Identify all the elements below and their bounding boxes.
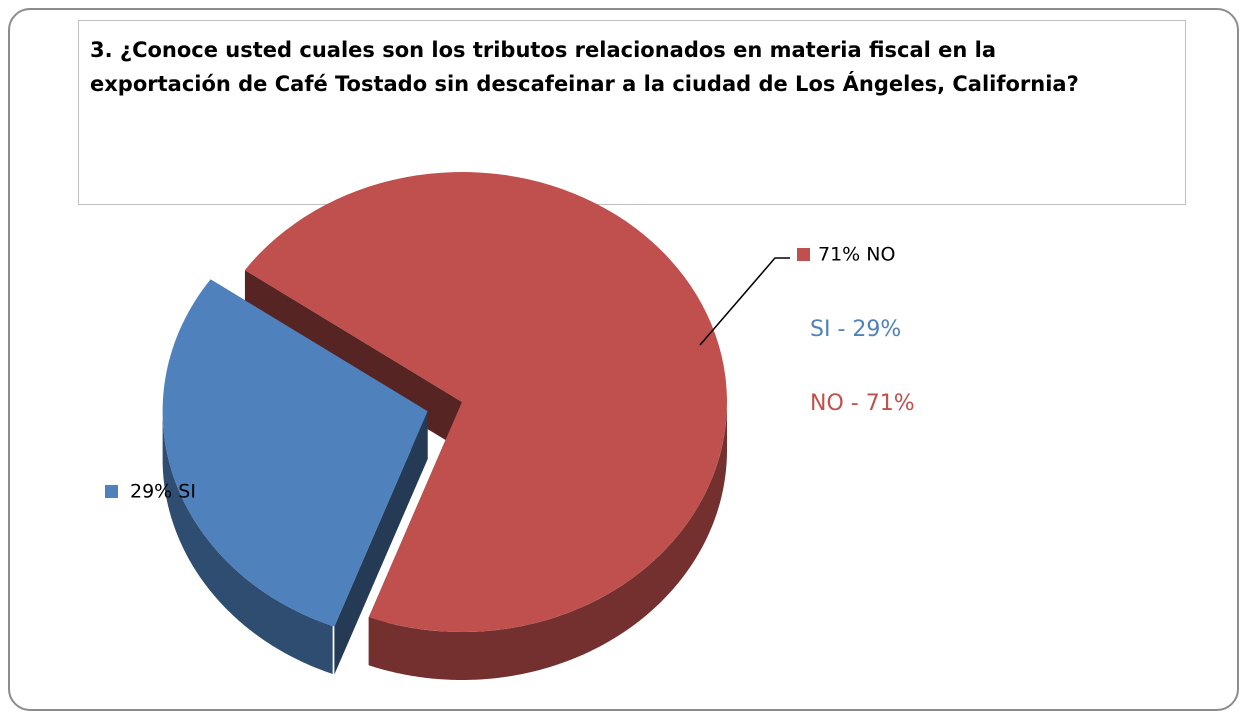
leader-line <box>699 257 790 346</box>
title-box <box>78 20 1186 205</box>
data-label: 29% SI <box>130 481 196 503</box>
data-label: 71% NO <box>818 244 895 266</box>
slice-side <box>162 411 333 674</box>
chart-title: exportación de Café Tostado sin descafei… <box>90 72 1079 96</box>
pie-slice <box>244 172 727 633</box>
chart-frame <box>8 8 1239 711</box>
label-marker <box>105 485 118 498</box>
slice-side <box>368 402 727 680</box>
annotation: NO - 71% <box>810 391 915 416</box>
label-marker <box>797 248 810 261</box>
pie-slice <box>162 279 428 627</box>
slice-wall <box>334 411 428 675</box>
chart-title: 3. ¿Conoce usted cuales son los tributos… <box>90 38 997 62</box>
annotation: SI - 29% <box>810 317 901 342</box>
